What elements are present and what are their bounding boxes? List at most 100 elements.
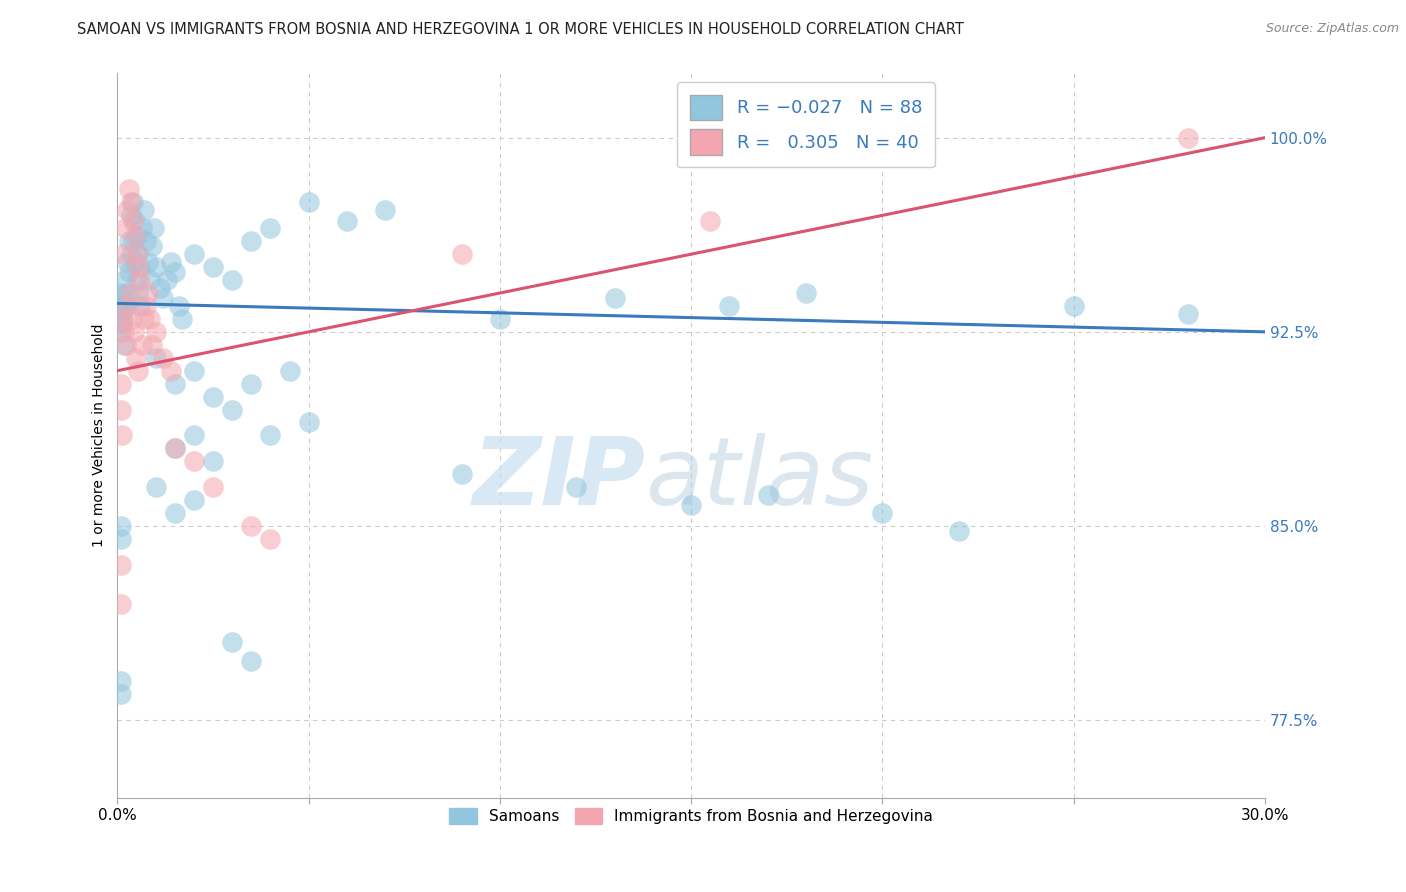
- Point: [111, 428, 134, 442]
- Point: [183, 428, 205, 442]
- Point: [565, 480, 588, 494]
- Point: [112, 291, 135, 305]
- Point: [183, 454, 205, 468]
- Point: [127, 247, 149, 261]
- Point: [163, 442, 186, 456]
- Point: [1177, 130, 1199, 145]
- Point: [148, 281, 170, 295]
- Point: [489, 312, 512, 326]
- Point: [111, 317, 134, 331]
- Point: [112, 312, 135, 326]
- Point: [114, 273, 136, 287]
- Point: [948, 524, 970, 538]
- Point: [202, 260, 225, 274]
- Point: [167, 299, 190, 313]
- Point: [118, 285, 141, 300]
- Point: [122, 325, 145, 339]
- Point: [115, 338, 138, 352]
- Point: [183, 493, 205, 508]
- Point: [131, 221, 153, 235]
- Point: [202, 454, 225, 468]
- Point: [240, 654, 263, 668]
- Point: [298, 416, 321, 430]
- Point: [114, 221, 136, 235]
- Point: [450, 467, 472, 482]
- Point: [120, 247, 142, 261]
- Point: [118, 265, 141, 279]
- Point: [152, 291, 174, 305]
- Point: [603, 291, 626, 305]
- Point: [221, 273, 243, 287]
- Point: [145, 480, 167, 494]
- Point: [124, 255, 146, 269]
- Point: [141, 338, 163, 352]
- Point: [117, 299, 139, 313]
- Point: [124, 213, 146, 227]
- Point: [125, 273, 148, 287]
- Point: [278, 364, 301, 378]
- Point: [142, 221, 165, 235]
- Point: [298, 195, 321, 210]
- Point: [240, 519, 263, 533]
- Point: [110, 597, 132, 611]
- Point: [202, 480, 225, 494]
- Point: [259, 428, 281, 442]
- Text: Source: ZipAtlas.com: Source: ZipAtlas.com: [1265, 22, 1399, 36]
- Point: [129, 299, 152, 313]
- Point: [794, 285, 817, 300]
- Point: [136, 255, 159, 269]
- Point: [163, 265, 186, 279]
- Point: [134, 312, 156, 326]
- Point: [125, 229, 148, 244]
- Point: [135, 234, 157, 248]
- Text: SAMOAN VS IMMIGRANTS FROM BOSNIA AND HERZEGOVINA 1 OR MORE VEHICLES IN HOUSEHOLD: SAMOAN VS IMMIGRANTS FROM BOSNIA AND HER…: [77, 22, 965, 37]
- Point: [183, 364, 205, 378]
- Point: [121, 195, 143, 210]
- Point: [115, 203, 138, 218]
- Point: [110, 687, 132, 701]
- Legend: Samoans, Immigrants from Bosnia and Herzegovina: Samoans, Immigrants from Bosnia and Herz…: [443, 802, 939, 830]
- Point: [108, 299, 131, 313]
- Text: atlas: atlas: [645, 434, 873, 524]
- Point: [240, 376, 263, 391]
- Point: [336, 213, 359, 227]
- Point: [108, 285, 131, 300]
- Point: [221, 402, 243, 417]
- Point: [110, 376, 132, 391]
- Point: [135, 299, 157, 313]
- Point: [699, 213, 721, 227]
- Point: [118, 234, 141, 248]
- Point: [202, 390, 225, 404]
- Point: [110, 519, 132, 533]
- Point: [121, 312, 143, 326]
- Point: [127, 364, 149, 378]
- Point: [1063, 299, 1085, 313]
- Point: [160, 364, 183, 378]
- Point: [160, 255, 183, 269]
- Point: [120, 208, 142, 222]
- Point: [183, 247, 205, 261]
- Point: [112, 325, 135, 339]
- Point: [172, 312, 194, 326]
- Point: [145, 351, 167, 365]
- Point: [110, 532, 132, 546]
- Point: [139, 273, 162, 287]
- Y-axis label: 1 or more Vehicles in Household: 1 or more Vehicles in Household: [93, 324, 107, 547]
- Point: [131, 338, 153, 352]
- Text: ZIP: ZIP: [472, 433, 645, 524]
- Point: [125, 247, 148, 261]
- Point: [259, 221, 281, 235]
- Point: [718, 299, 741, 313]
- Point: [1177, 307, 1199, 321]
- Point: [127, 260, 149, 274]
- Point: [141, 239, 163, 253]
- Point: [129, 273, 152, 287]
- Point: [115, 299, 138, 313]
- Point: [112, 247, 135, 261]
- Point: [108, 317, 131, 331]
- Point: [152, 351, 174, 365]
- Point: [110, 325, 132, 339]
- Point: [127, 285, 149, 300]
- Point: [124, 229, 146, 244]
- Point: [756, 488, 779, 502]
